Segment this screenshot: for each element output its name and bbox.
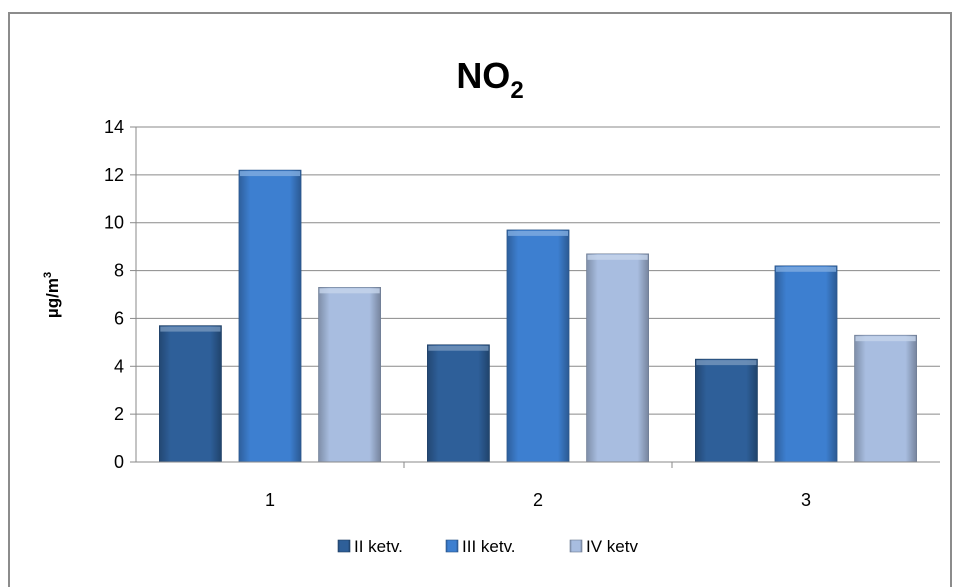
x-tick-label: 3	[801, 490, 811, 510]
bar-2-1	[238, 169, 302, 463]
chart-title-main: NO	[456, 55, 510, 96]
x-tick-label: 2	[533, 490, 543, 510]
y-axis-ticks: 0 2 4 6 8 10 12 14	[104, 117, 124, 472]
y-axis-label-superscript: 3	[42, 272, 54, 278]
y-tick-label: 14	[104, 117, 124, 137]
legend-label: IV ketv	[586, 537, 638, 556]
bar-bevel	[160, 326, 221, 332]
bar-bevel	[696, 360, 757, 366]
y-tick-label: 0	[114, 452, 124, 472]
x-tick-label: 1	[265, 490, 275, 510]
bar-3-1	[318, 287, 381, 463]
bar-bevel	[775, 266, 837, 272]
y-axis-label-main: µg/m	[43, 278, 62, 318]
bar-bevel	[855, 336, 916, 342]
legend-swatch	[337, 539, 351, 553]
bar-1-3	[695, 358, 758, 463]
legend-swatch	[569, 539, 583, 553]
bar-bevel	[319, 288, 380, 294]
x-axis-ticks: 1 2 3	[265, 462, 811, 510]
y-axis-label: µg/m3	[42, 272, 62, 318]
legend-swatch	[445, 539, 459, 553]
y-tick-label: 6	[114, 308, 124, 328]
bar-bevel	[587, 254, 648, 260]
bar-3-2	[586, 253, 649, 463]
legend-label: III ketv.	[462, 537, 516, 556]
y-tick-label: 10	[104, 213, 124, 233]
bar-1-2	[427, 344, 490, 463]
y-tick-label: 12	[104, 165, 124, 185]
chart-title-subscript: 2	[510, 77, 523, 104]
axes	[135, 127, 940, 463]
bar-3-3	[854, 334, 917, 463]
legend-label: II ketv.	[354, 537, 403, 556]
y-tick-label: 4	[114, 356, 124, 376]
bar-bevel	[507, 230, 569, 236]
bar-1-1	[159, 325, 222, 463]
bar-2-2	[506, 229, 570, 463]
y-tick-label: 2	[114, 404, 124, 424]
y-tick-label: 8	[114, 261, 124, 281]
chart-title: NO2	[456, 55, 523, 104]
bar-bevel	[239, 171, 301, 177]
bar-bevel	[428, 345, 489, 351]
bar-2-3	[774, 265, 838, 463]
bars	[159, 169, 917, 463]
legend: II ketv. III ketv. IV ketv	[337, 537, 638, 556]
